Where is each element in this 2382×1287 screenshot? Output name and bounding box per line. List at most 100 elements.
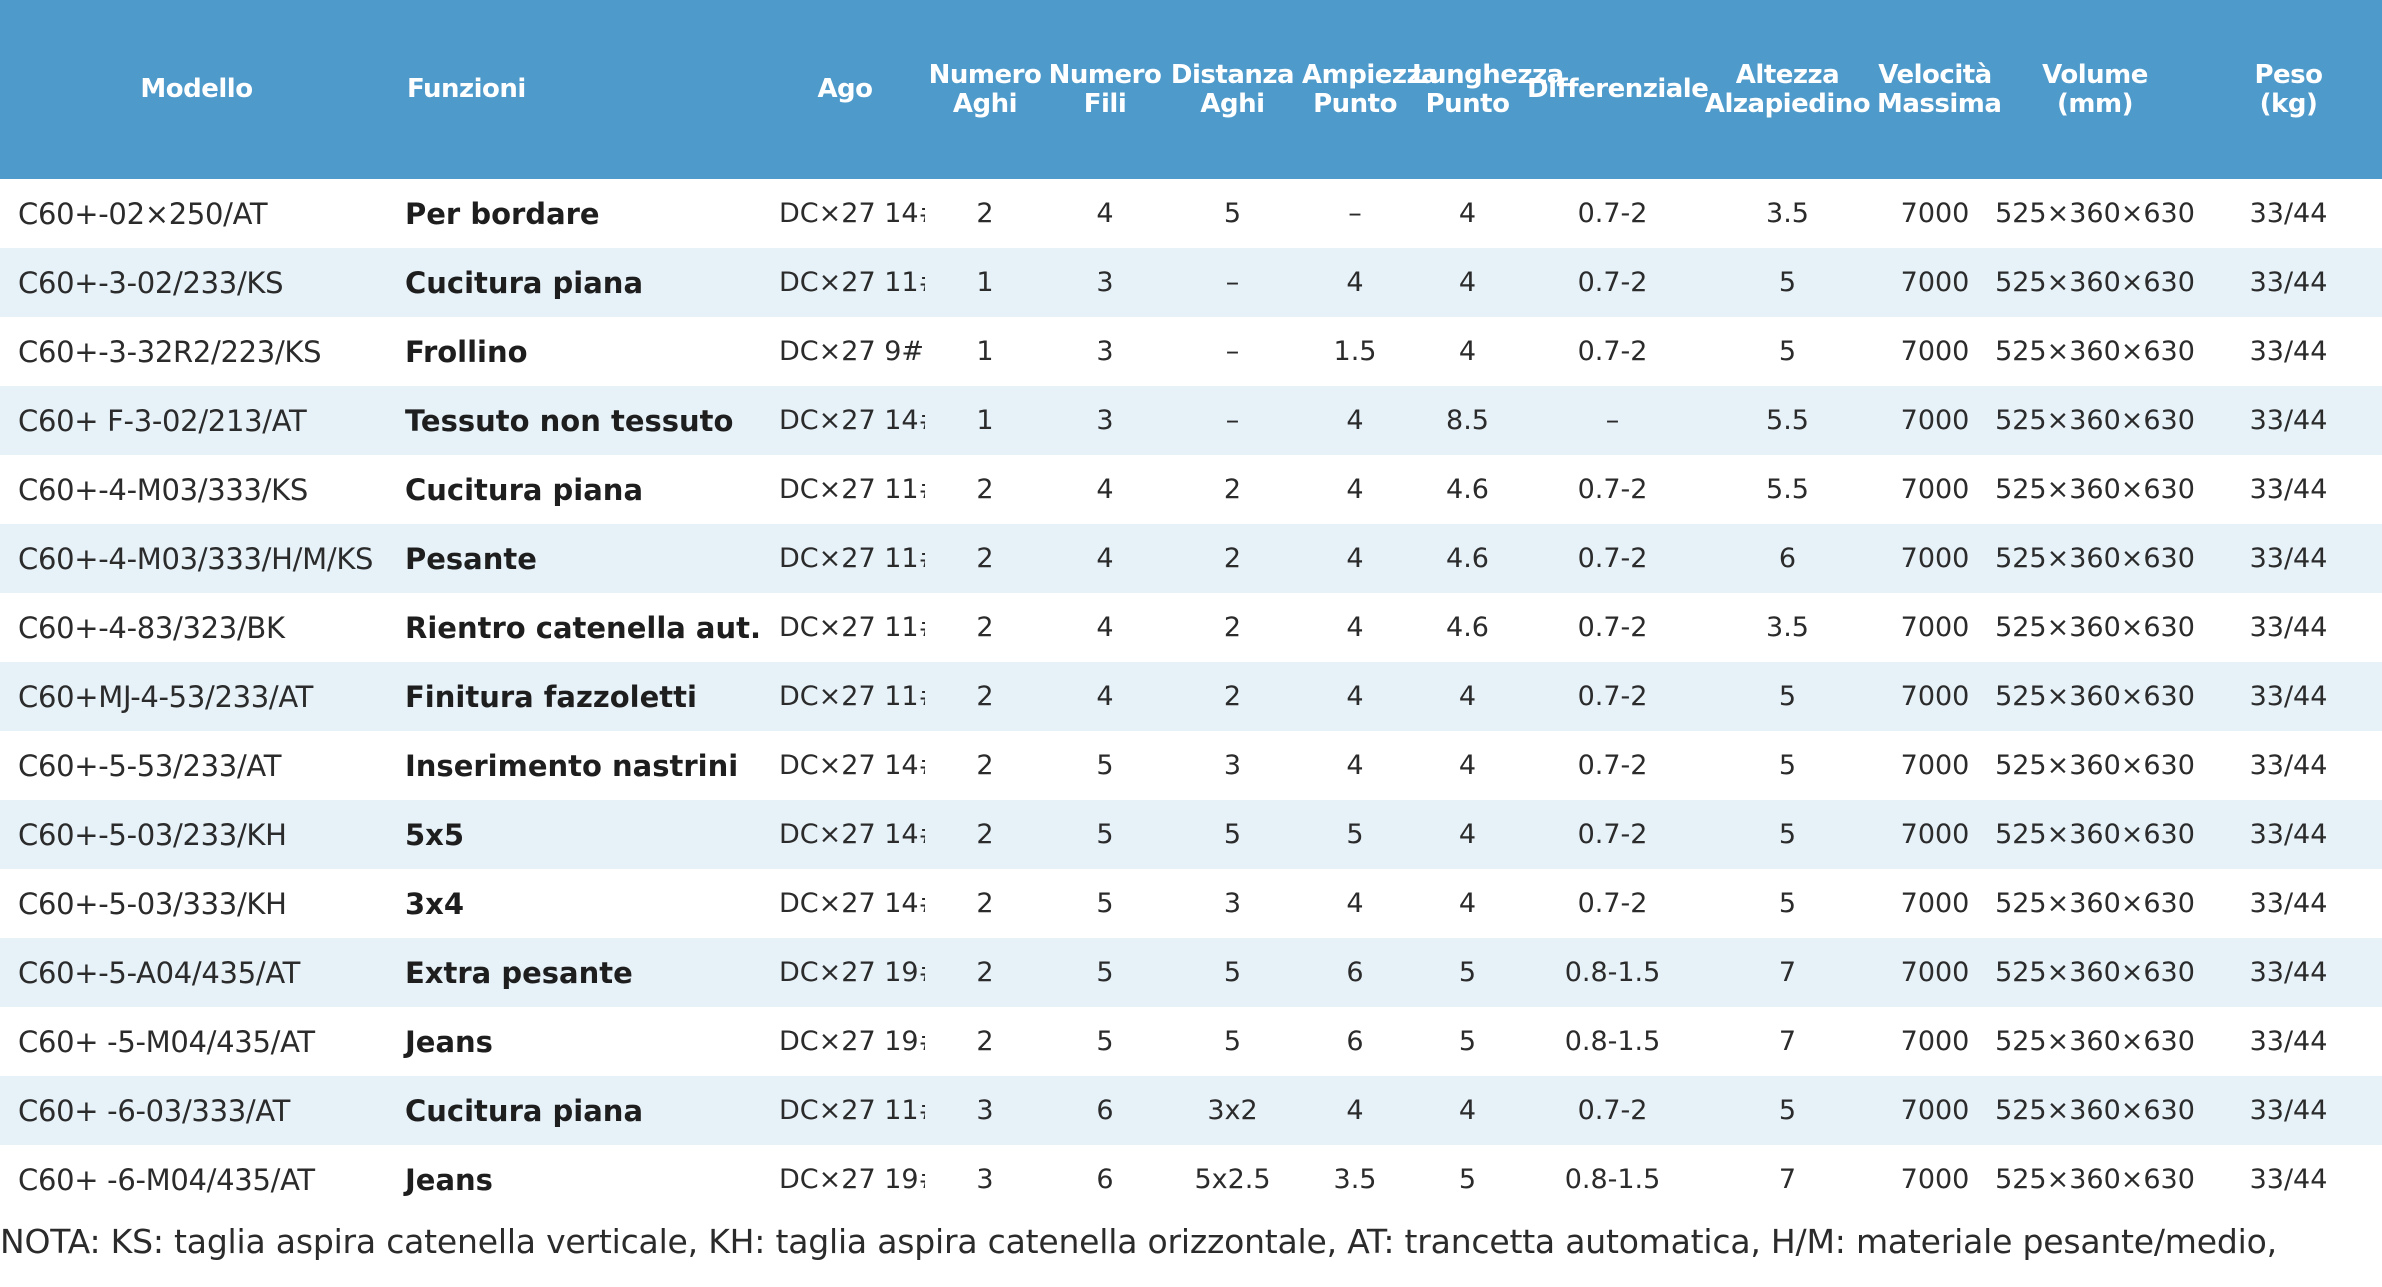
cell-lunghezza-punto: 4.6	[1446, 612, 1489, 643]
cell-lunghezza-punto: 4	[1458, 750, 1477, 781]
table-row: C60+MJ-4-53/233/AT Finitura fazzoletti DC×…	[0, 662, 2382, 731]
cell-velocita-massima: 7000	[1900, 1026, 1970, 1057]
table-row: C60+ -6-03/333/AT Cucitura piana DC×27 11#…	[0, 1076, 2382, 1145]
table-row: C60+-4-M03/333/H/M/KS Pesante DC×27 11# 2 4 2…	[0, 524, 2382, 593]
cell-distanza-aghi: 3	[1223, 888, 1242, 919]
cell-funzioni: Finitura fazzoletti	[405, 679, 697, 714]
header-ampiezza-punto: Ampiezza Punto	[1302, 59, 1439, 119]
table-row: C60+-3-02/233/KS Cucitura piana DC×27 11# 1…	[0, 248, 2382, 317]
cell-ago: DC×27 14#	[779, 405, 925, 436]
cell-modello: C60+-02×250/AT	[18, 196, 268, 231]
cell-numero-aghi: 3	[976, 1095, 994, 1126]
cell-lunghezza-punto: 4.6	[1446, 474, 1489, 505]
cell-modello: C60+ -6-M04/435/AT	[18, 1162, 315, 1197]
cell-lunghezza-punto: 4	[1458, 819, 1477, 850]
cell-peso: 33/44	[2249, 819, 2328, 850]
cell-differenziale: 0.7-2	[1577, 336, 1648, 367]
cell-peso: 33/44	[2249, 750, 2328, 781]
cell-numero-aghi: 2	[976, 474, 994, 505]
cell-distanza-aghi: 5	[1223, 1026, 1242, 1057]
cell-ampiezza-punto: 4	[1346, 543, 1364, 574]
cell-volume: 525×360×630	[1995, 1095, 2195, 1126]
cell-ago: DC×27 14#	[779, 819, 925, 850]
cell-altezza-alzapiedino: 5	[1778, 750, 1797, 781]
cell-differenziale: 0.7-2	[1577, 267, 1648, 298]
cell-numero-aghi: 1	[976, 267, 994, 298]
cell-numero-fili: 4	[1096, 198, 1114, 229]
cell-ampiezza-punto: 4	[1346, 474, 1364, 505]
cell-modello: C60+-3-02/233/KS	[18, 265, 284, 300]
cell-velocita-massima: 7000	[1900, 336, 1970, 367]
header-distanza-aghi: Distanza Aghi	[1170, 59, 1295, 119]
cell-ago: DC×27 9#	[779, 336, 925, 367]
cell-distanza-aghi: 2	[1223, 612, 1242, 643]
cell-lunghezza-punto: 8.5	[1446, 405, 1489, 436]
cell-ago: DC×27 11#	[779, 612, 925, 643]
cell-lunghezza-punto: 4	[1458, 336, 1477, 367]
cell-numero-aghi: 2	[976, 750, 994, 781]
cell-ago: DC×27 14#	[779, 198, 925, 229]
cell-numero-fili: 6	[1096, 1095, 1114, 1126]
header-altezza-alzapiedino: Altezza Alzapiedino	[1704, 59, 1871, 119]
cell-altezza-alzapiedino: 5	[1778, 888, 1797, 919]
cell-differenziale: 0.8-1.5	[1564, 957, 1661, 988]
cell-ampiezza-punto: –	[1348, 198, 1362, 229]
cell-peso: 33/44	[2249, 1026, 2328, 1057]
cell-numero-aghi: 2	[976, 819, 994, 850]
cell-velocita-massima: 7000	[1900, 681, 1970, 712]
cell-differenziale: 0.7-2	[1577, 819, 1648, 850]
cell-modello: C60+MJ-4-53/233/AT	[18, 679, 314, 714]
cell-altezza-alzapiedino: 7	[1778, 1164, 1797, 1195]
header-ago: Ago	[817, 74, 873, 104]
cell-funzioni: Cucitura piana	[405, 1093, 644, 1128]
cell-funzioni: Inserimento nastrini	[405, 748, 739, 783]
cell-modello: C60+-5-03/333/KH	[18, 886, 287, 921]
cell-peso: 33/44	[2249, 543, 2328, 574]
cell-numero-fili: 5	[1096, 888, 1114, 919]
cell-volume: 525×360×630	[1995, 1026, 2195, 1057]
header-volume: Volume (mm)	[2042, 59, 2148, 119]
table-row: C60+-5-03/333/KH 3x4 DC×27 14# 2 5 3 4 4 0.7-2 5 7…	[0, 869, 2382, 938]
cell-ago: DC×27 11#	[779, 543, 925, 574]
cell-peso: 33/44	[2249, 957, 2328, 988]
cell-altezza-alzapiedino: 6	[1778, 543, 1797, 574]
cell-ampiezza-punto: 3.5	[1333, 1164, 1377, 1195]
cell-numero-aghi: 2	[976, 888, 994, 919]
table-row: C60+ -6-M04/435/AT Jeans DC×27 19# 3 6 5x2.5 3…	[0, 1145, 2382, 1214]
cell-numero-aghi: 2	[976, 681, 994, 712]
cell-numero-fili: 3	[1096, 336, 1114, 367]
cell-numero-fili: 5	[1096, 819, 1114, 850]
cell-ampiezza-punto: 6	[1346, 957, 1364, 988]
cell-funzioni: Per bordare	[405, 196, 600, 231]
cell-numero-aghi: 2	[976, 198, 994, 229]
cell-differenziale: 0.7-2	[1577, 888, 1648, 919]
table-header-row: Modello Funzioni Ago Numero Aghi Numero …	[0, 0, 2382, 179]
cell-velocita-massima: 7000	[1900, 888, 1970, 919]
cell-differenziale: 0.7-2	[1577, 198, 1648, 229]
cell-lunghezza-punto: 4	[1458, 267, 1477, 298]
table-body: C60+-02×250/AT Per bordare DC×27 14# 2 4 5 – 4 0…	[0, 179, 2382, 1214]
cell-altezza-alzapiedino: 5	[1778, 1095, 1797, 1126]
table-row: C60+-4-M03/333/KS Cucitura piana DC×27 11#…	[0, 455, 2382, 524]
cell-differenziale: 0.7-2	[1577, 681, 1648, 712]
cell-peso: 33/44	[2249, 405, 2328, 436]
cell-lunghezza-punto: 4	[1458, 681, 1477, 712]
cell-lunghezza-punto: 5	[1458, 1164, 1477, 1195]
cell-altezza-alzapiedino: 7	[1778, 957, 1797, 988]
cell-altezza-alzapiedino: 5	[1778, 336, 1797, 367]
cell-volume: 525×360×630	[1995, 750, 2195, 781]
cell-funzioni: 5x5	[405, 817, 465, 852]
cell-velocita-massima: 7000	[1900, 198, 1970, 229]
cell-modello: C60+-3-32R2/223/KS	[18, 334, 322, 369]
cell-ampiezza-punto: 4	[1346, 612, 1364, 643]
cell-modello: C60+-5-03/233/KH	[18, 817, 287, 852]
cell-distanza-aghi: 3	[1223, 750, 1242, 781]
cell-peso: 33/44	[2249, 612, 2328, 643]
cell-numero-fili: 5	[1096, 750, 1114, 781]
cell-modello: C60+-4-M03/333/KS	[18, 472, 308, 507]
cell-funzioni: Pesante	[405, 541, 537, 576]
cell-peso: 33/44	[2249, 681, 2328, 712]
cell-ampiezza-punto: 4	[1346, 1095, 1364, 1126]
cell-lunghezza-punto: 4	[1458, 1095, 1477, 1126]
